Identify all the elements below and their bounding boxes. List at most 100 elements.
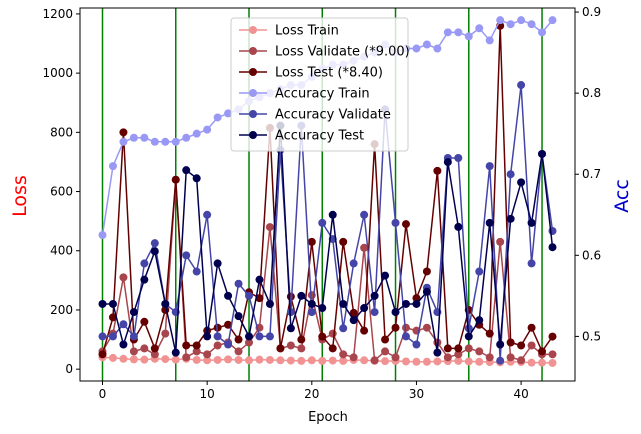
data-point bbox=[318, 356, 327, 365]
x-tick-label: 40 bbox=[513, 387, 528, 401]
data-point bbox=[506, 338, 515, 347]
data-point bbox=[527, 218, 536, 227]
data-point bbox=[234, 335, 243, 344]
data-point bbox=[161, 137, 170, 146]
data-point bbox=[119, 137, 128, 146]
y-right-tick-label: 0.9 bbox=[582, 5, 601, 19]
data-point bbox=[150, 350, 159, 359]
axes bbox=[79, 7, 576, 382]
data-point bbox=[276, 356, 285, 365]
data-point bbox=[391, 308, 400, 317]
data-point bbox=[506, 20, 515, 29]
data-point bbox=[464, 344, 473, 353]
data-point bbox=[548, 16, 557, 25]
data-point bbox=[328, 329, 337, 338]
data-point bbox=[412, 294, 421, 303]
data-point bbox=[496, 356, 505, 365]
y-axis-left-label: Loss bbox=[9, 175, 31, 217]
data-point bbox=[538, 28, 547, 37]
data-point bbox=[224, 340, 233, 349]
data-point bbox=[381, 347, 390, 356]
data-point bbox=[454, 154, 463, 163]
data-point bbox=[349, 259, 358, 268]
data-point bbox=[129, 308, 138, 317]
data-point bbox=[182, 133, 191, 142]
data-point bbox=[234, 279, 243, 288]
y-right-tick-label: 0.5 bbox=[582, 329, 601, 343]
data-point bbox=[391, 218, 400, 227]
data-point bbox=[517, 341, 526, 350]
data-point bbox=[527, 341, 536, 350]
legend-label: Loss Test (*8.40) bbox=[275, 66, 383, 81]
data-point bbox=[119, 340, 128, 349]
data-point bbox=[548, 332, 557, 341]
data-point bbox=[401, 323, 410, 332]
data-point bbox=[454, 356, 463, 365]
data-point bbox=[265, 332, 274, 341]
data-point bbox=[443, 344, 452, 353]
data-point bbox=[182, 251, 191, 260]
data-point bbox=[307, 299, 316, 308]
data-point bbox=[224, 320, 233, 329]
data-point bbox=[129, 332, 138, 341]
data-point bbox=[129, 347, 138, 356]
data-point bbox=[192, 347, 201, 356]
data-point bbox=[548, 243, 557, 252]
data-point bbox=[286, 308, 295, 317]
legend-swatch-marker bbox=[249, 47, 257, 55]
data-point bbox=[245, 332, 254, 341]
x-tick-label: 0 bbox=[99, 387, 107, 401]
legend-swatch-marker bbox=[249, 110, 257, 118]
legend-label: Accuracy Train bbox=[275, 87, 370, 102]
data-point bbox=[171, 175, 180, 184]
data-point bbox=[182, 341, 191, 350]
data-point bbox=[150, 137, 159, 146]
legend-entry: Loss Test (*8.40) bbox=[239, 66, 383, 81]
y-right-tick-label: 0.6 bbox=[582, 248, 601, 262]
data-point bbox=[464, 332, 473, 341]
y-left-tick-label: 1200 bbox=[42, 7, 73, 21]
data-point bbox=[98, 231, 107, 240]
series-6 bbox=[98, 121, 557, 357]
data-point bbox=[140, 133, 149, 142]
data-point bbox=[297, 335, 306, 344]
data-point bbox=[203, 332, 212, 341]
data-point bbox=[171, 355, 180, 364]
y-left-tick-label: 0 bbox=[65, 362, 73, 376]
data-point bbox=[307, 308, 316, 317]
legend-entry: Accuracy Test bbox=[239, 129, 364, 144]
data-point bbox=[464, 32, 473, 41]
data-point bbox=[454, 350, 463, 359]
data-point bbox=[265, 223, 274, 232]
data-point bbox=[433, 166, 442, 175]
legend-label: Loss Validate (*9.00) bbox=[275, 45, 410, 60]
data-point bbox=[140, 317, 149, 326]
data-point bbox=[213, 259, 222, 268]
data-point bbox=[129, 355, 138, 364]
data-point bbox=[140, 355, 149, 364]
data-point bbox=[161, 355, 170, 364]
data-point bbox=[224, 355, 233, 364]
data-point bbox=[339, 350, 348, 359]
data-point bbox=[496, 237, 505, 246]
data-point bbox=[318, 332, 327, 341]
data-point bbox=[422, 267, 431, 276]
data-point bbox=[349, 353, 358, 362]
legend-swatch-marker bbox=[249, 68, 257, 76]
data-point bbox=[527, 259, 536, 268]
data-point bbox=[171, 348, 180, 357]
y-axis-right-label: Acc bbox=[611, 179, 633, 213]
data-point bbox=[203, 125, 212, 134]
data-point bbox=[339, 356, 348, 365]
data-point bbox=[255, 332, 264, 341]
data-point bbox=[443, 353, 452, 362]
data-point bbox=[527, 20, 536, 29]
data-point bbox=[203, 210, 212, 219]
data-point bbox=[360, 210, 369, 219]
legend-entry: Accuracy Validate bbox=[239, 108, 391, 123]
data-point bbox=[506, 214, 515, 223]
data-point bbox=[192, 355, 201, 364]
data-point bbox=[140, 275, 149, 284]
legend-entry: Loss Train bbox=[239, 24, 339, 39]
data-point bbox=[464, 324, 473, 333]
